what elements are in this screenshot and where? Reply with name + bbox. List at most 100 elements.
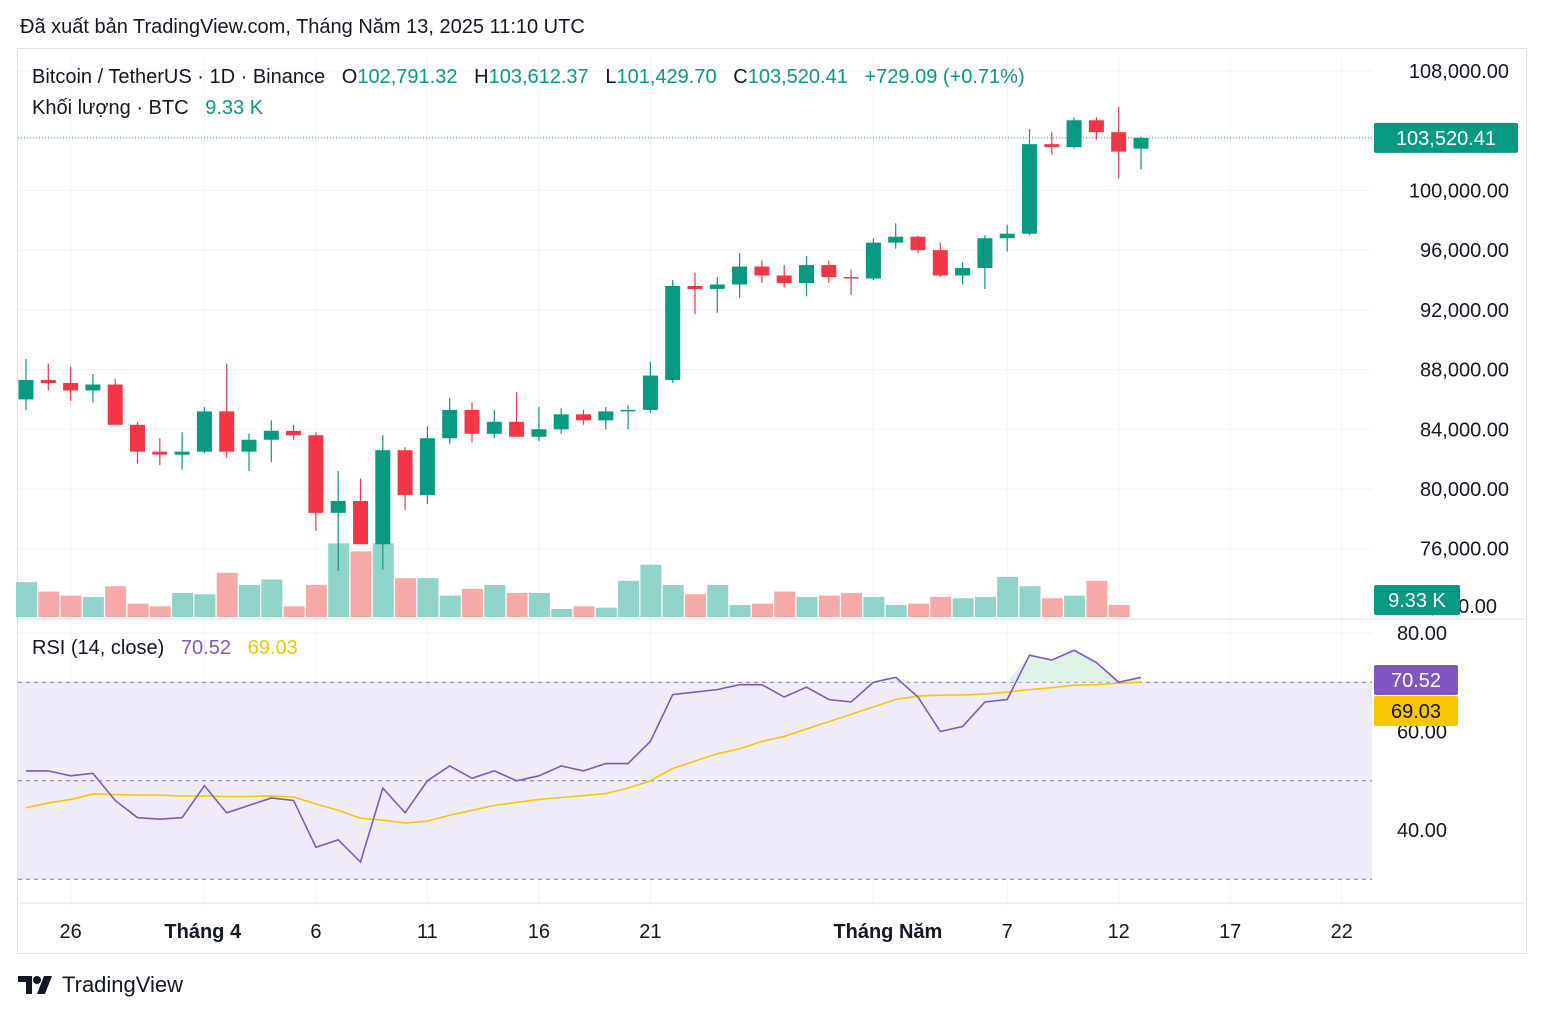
volume-bar bbox=[82, 596, 104, 617]
volume-bar bbox=[551, 608, 573, 617]
volume-bar bbox=[261, 579, 283, 617]
volume-bar bbox=[172, 592, 194, 617]
price-tick-label: 84,000.00 bbox=[1420, 419, 1509, 441]
candle-body bbox=[1066, 120, 1082, 148]
price-tick-label: 92,000.00 bbox=[1420, 300, 1509, 322]
price-tick-label: 80,000.00 bbox=[1420, 479, 1509, 501]
candle-body bbox=[509, 421, 525, 437]
last-price-badge: 103,520.41 bbox=[1396, 128, 1496, 150]
candle-body bbox=[1022, 144, 1037, 234]
volume-bar bbox=[595, 607, 617, 617]
open-label: O bbox=[341, 66, 358, 88]
candle-body bbox=[486, 421, 502, 434]
volume-bar bbox=[328, 543, 350, 617]
time-tick-label: Tháng 4 bbox=[164, 921, 242, 943]
candles bbox=[18, 106, 1372, 572]
candle-body bbox=[419, 438, 435, 495]
tradingview-logo-icon bbox=[18, 976, 52, 994]
high-value: 103,612.37 bbox=[488, 66, 589, 88]
time-tick-label: 26 bbox=[59, 921, 81, 943]
candle-body bbox=[330, 500, 346, 513]
volume-bar bbox=[372, 543, 394, 617]
time-tick-label: 7 bbox=[1002, 921, 1013, 943]
candle-body bbox=[40, 380, 56, 384]
volume-bar bbox=[305, 584, 327, 617]
volume-bar bbox=[863, 596, 885, 617]
volume-bar bbox=[685, 594, 706, 617]
price-tick-label: 96,000.00 bbox=[1420, 240, 1509, 262]
price-badges: 103,520.41 9.33 K 70.52 69.03 bbox=[1374, 122, 1518, 726]
volume-bar bbox=[818, 595, 840, 617]
volume-bar bbox=[997, 576, 1019, 617]
rsi-badge: 70.52 bbox=[1391, 670, 1441, 692]
candle-body bbox=[776, 275, 792, 283]
volume-bar bbox=[484, 584, 506, 617]
last-price-badge-bg bbox=[1374, 122, 1518, 153]
rsi-line bbox=[26, 649, 1142, 864]
volume-bar bbox=[707, 584, 729, 617]
volume-bar bbox=[1019, 586, 1041, 617]
rsi-tick-label: 60.00 bbox=[1397, 722, 1447, 744]
candle-body bbox=[1111, 132, 1127, 152]
price-tick-label: 76,000.00 bbox=[1420, 539, 1509, 561]
volume-bar bbox=[952, 598, 974, 617]
candle-body bbox=[308, 435, 324, 513]
volume-bar bbox=[38, 591, 60, 617]
low-value: 101,429.70 bbox=[616, 66, 717, 88]
symbol-label[interactable]: Bitcoin / TetherUS · 1D · Binance bbox=[32, 66, 326, 88]
candle-body bbox=[18, 380, 34, 400]
candle-body bbox=[107, 384, 123, 425]
volume-bar bbox=[573, 606, 595, 617]
candle-body bbox=[464, 409, 480, 434]
volume-bar bbox=[395, 578, 417, 617]
change-value: +729.09 (+0.71%) bbox=[864, 66, 1025, 88]
candle-body bbox=[553, 414, 569, 430]
open-value: 102,791.32 bbox=[357, 66, 458, 88]
candle-body bbox=[754, 266, 770, 276]
candle-body bbox=[1133, 137, 1149, 149]
volume-label[interactable]: Khối lượng · BTC bbox=[32, 97, 189, 119]
time-tick-label: Tháng Năm bbox=[833, 921, 942, 943]
rsi-tick-label: 80.00 bbox=[1397, 623, 1447, 645]
rsi-ma-line bbox=[25, 681, 1142, 824]
candle-body bbox=[442, 409, 458, 439]
rsi-label[interactable]: RSI (14, close) bbox=[32, 637, 165, 659]
close-value: 103,520.41 bbox=[747, 66, 848, 88]
candle-body bbox=[196, 411, 212, 452]
volume-bar bbox=[462, 588, 483, 617]
price-tick-label: 108,000.00 bbox=[1409, 61, 1509, 83]
volume-bar bbox=[439, 595, 461, 617]
candle-body bbox=[665, 285, 681, 381]
volume-bar bbox=[1108, 604, 1130, 617]
time-tick-label: 22 bbox=[1331, 921, 1353, 943]
price-tick-label: 88,000.00 bbox=[1420, 360, 1509, 382]
volume-bar bbox=[1041, 598, 1063, 617]
volume-badge: 9.33 K bbox=[1388, 590, 1446, 612]
rsi-legend: RSI (14, close) 70.52 69.03 bbox=[32, 637, 298, 660]
rsi-badge-bg bbox=[1374, 665, 1458, 695]
candle-body bbox=[932, 250, 948, 276]
candle-body bbox=[531, 429, 547, 437]
candle-body bbox=[977, 238, 993, 269]
rsi-band-layer bbox=[18, 681, 1372, 880]
brand-name[interactable]: TradingView bbox=[62, 972, 184, 997]
volume-bar bbox=[618, 580, 640, 617]
volume-bar bbox=[350, 551, 372, 617]
candle-body bbox=[152, 451, 168, 455]
low-label: L bbox=[605, 66, 617, 88]
volume-bar bbox=[930, 596, 952, 617]
volume-bar bbox=[16, 582, 37, 617]
volume-bar bbox=[885, 604, 907, 617]
candle-body bbox=[375, 450, 391, 545]
volume-bar bbox=[796, 596, 818, 617]
candle-body bbox=[1044, 144, 1060, 148]
close-label: C bbox=[733, 66, 748, 88]
volume-bar bbox=[506, 592, 528, 617]
time-tick-label: 12 bbox=[1108, 921, 1130, 943]
candle-body bbox=[85, 384, 101, 391]
candle-body bbox=[955, 268, 971, 276]
candle-body bbox=[397, 450, 413, 495]
volume-bars bbox=[16, 543, 1130, 617]
volume-bar bbox=[127, 603, 149, 617]
